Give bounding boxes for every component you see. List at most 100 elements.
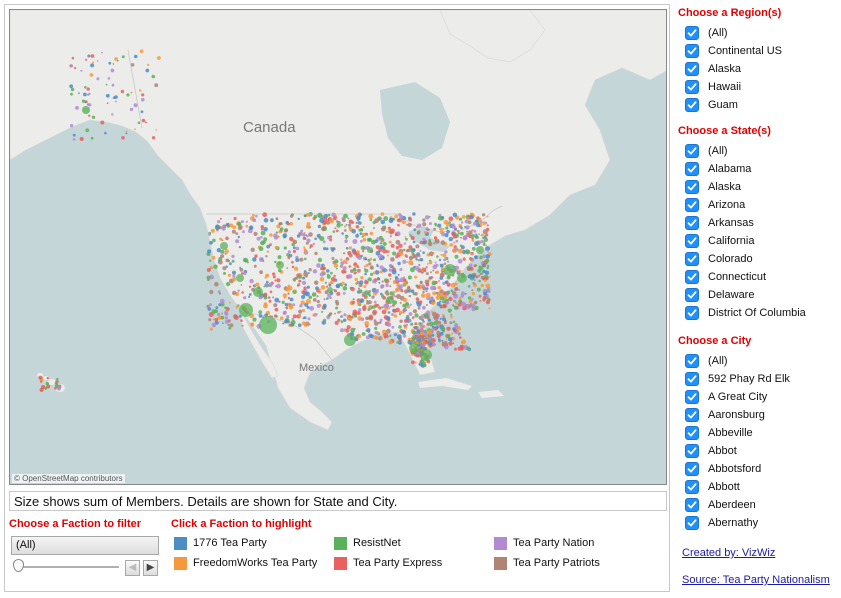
member-marker[interactable] [469,263,473,267]
legend-item[interactable]: Tea Party Nation [494,536,594,550]
member-marker[interactable] [235,232,239,236]
member-marker[interactable] [74,66,77,70]
member-marker[interactable] [294,266,299,271]
member-marker[interactable] [356,298,361,303]
member-marker[interactable] [325,247,329,251]
member-marker[interactable] [485,244,487,247]
member-marker[interactable] [431,328,435,332]
member-marker[interactable] [282,233,288,238]
member-marker[interactable] [348,223,352,227]
member-marker[interactable] [403,276,406,279]
member-marker[interactable] [385,250,389,254]
member-marker[interactable] [420,349,432,361]
member-marker[interactable] [330,280,334,285]
checkbox-checked-icon[interactable] [685,198,699,212]
member-marker[interactable] [289,304,294,309]
member-marker[interactable] [345,247,349,250]
member-marker[interactable] [206,304,210,308]
member-marker[interactable] [406,305,411,309]
member-marker[interactable] [44,386,48,390]
member-marker[interactable] [368,238,371,241]
member-marker[interactable] [362,226,365,229]
member-marker[interactable] [368,305,372,309]
member-marker[interactable] [482,277,485,281]
member-marker[interactable] [329,238,333,242]
member-marker[interactable] [454,347,457,351]
member-marker[interactable] [348,265,352,268]
member-marker[interactable] [46,384,51,389]
member-marker[interactable] [301,294,306,300]
member-marker[interactable] [335,229,339,233]
member-marker[interactable] [471,289,474,292]
member-marker[interactable] [374,270,380,275]
member-marker[interactable] [482,243,486,246]
member-marker[interactable] [327,287,333,293]
member-marker[interactable] [327,213,331,217]
member-marker[interactable] [323,213,329,219]
member-marker[interactable] [458,297,462,300]
filter-option[interactable]: Connecticut [678,268,836,286]
member-marker[interactable] [336,223,341,228]
member-marker[interactable] [449,243,454,247]
member-marker[interactable] [403,248,406,252]
member-marker[interactable] [408,294,412,298]
member-marker[interactable] [433,286,437,290]
member-marker[interactable] [381,309,387,315]
member-marker[interactable] [221,226,226,231]
member-marker[interactable] [207,307,212,311]
member-marker[interactable] [350,327,356,333]
filter-option[interactable]: Abbott [678,478,836,496]
member-marker[interactable] [471,229,474,232]
member-marker[interactable] [263,292,268,297]
member-marker[interactable] [342,286,348,291]
member-marker[interactable] [231,259,235,263]
member-marker[interactable] [364,290,369,296]
member-marker[interactable] [259,316,277,334]
member-marker[interactable] [444,340,448,344]
member-marker[interactable] [340,261,345,266]
member-marker[interactable] [232,277,237,282]
member-marker[interactable] [475,275,478,278]
member-marker[interactable] [470,253,473,256]
member-marker[interactable] [488,290,491,293]
member-marker[interactable] [238,314,242,318]
member-marker[interactable] [445,337,448,340]
member-marker[interactable] [385,283,389,287]
member-marker[interactable] [282,293,288,298]
member-marker[interactable] [482,213,486,217]
checkbox-checked-icon[interactable] [685,80,699,94]
member-marker[interactable] [455,239,459,243]
member-marker[interactable] [108,61,112,65]
member-marker[interactable] [232,225,237,230]
member-marker[interactable] [305,299,311,304]
member-marker[interactable] [473,221,477,226]
member-marker[interactable] [292,314,297,319]
member-marker[interactable] [343,329,347,332]
member-marker[interactable] [439,272,445,278]
member-marker[interactable] [218,303,222,307]
member-marker[interactable] [307,272,310,274]
filter-option[interactable]: Hawaii [678,78,836,96]
member-marker[interactable] [459,225,462,229]
checkbox-checked-icon[interactable] [685,498,699,512]
member-marker[interactable] [206,268,211,272]
member-marker[interactable] [351,301,355,305]
member-marker[interactable] [90,136,94,140]
member-marker[interactable] [434,261,437,264]
member-marker[interactable] [389,334,392,337]
member-marker[interactable] [340,320,344,324]
member-marker[interactable] [427,318,431,322]
checkbox-checked-icon[interactable] [685,480,699,494]
member-marker[interactable] [410,235,415,241]
member-marker[interactable] [154,83,159,88]
member-marker[interactable] [360,245,366,251]
member-marker[interactable] [403,297,408,303]
member-marker[interactable] [473,282,476,285]
member-marker[interactable] [478,279,482,283]
member-marker[interactable] [215,225,220,231]
member-marker[interactable] [453,241,456,244]
member-marker[interactable] [343,313,347,317]
member-marker[interactable] [405,249,409,253]
member-marker[interactable] [267,296,271,299]
member-marker[interactable] [120,89,125,94]
